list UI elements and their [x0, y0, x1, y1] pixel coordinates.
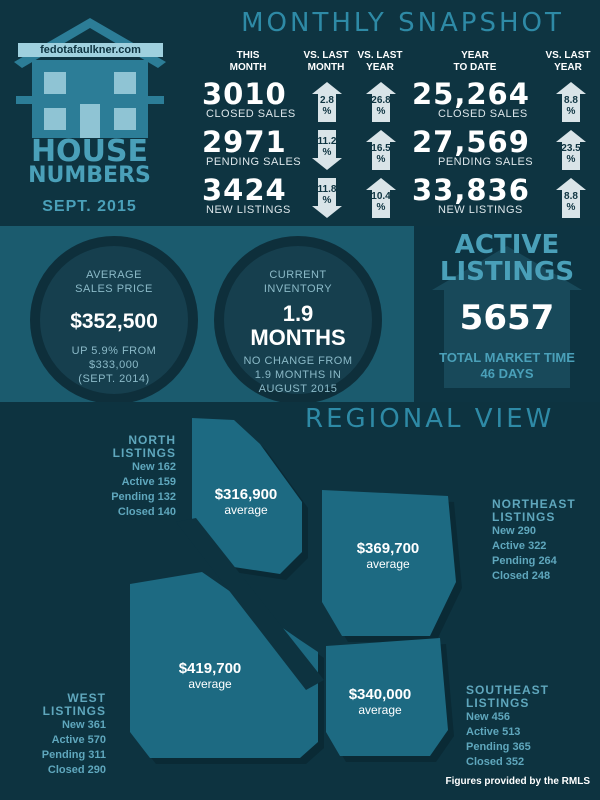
month-value: 2971	[202, 125, 287, 159]
percent-change: 2.8 %	[320, 95, 334, 117]
avg-price-note2: $333,000	[89, 359, 139, 371]
month-label: NEW LISTINGS	[206, 204, 291, 216]
vs-last-month-change: 11.2 %	[312, 130, 342, 170]
northeast-region	[322, 490, 456, 636]
website-label: fedotafaulkner.com	[18, 43, 163, 57]
avg-price-note1: UP 5.9% FROM	[71, 345, 157, 357]
col-vs-last-year: VS. LAST YEAR	[357, 50, 403, 73]
numbers-title: NUMBERS	[28, 163, 151, 188]
southeast-price: $340,000 average	[348, 686, 412, 717]
inventory-unit: MONTHS	[250, 325, 346, 350]
inventory-note3: AUGUST 2015	[258, 383, 338, 395]
inventory-note2: 1.9 MONTHS IN	[254, 369, 342, 381]
inventory-note1: NO CHANGE FROM	[243, 355, 353, 367]
ytd-label: NEW LISTINGS	[438, 204, 523, 216]
ytd-label: CLOSED SALES	[438, 108, 528, 120]
ytd-vs-last-year-change: 8.8 %	[556, 178, 586, 218]
month-value: 3010	[202, 77, 287, 111]
ytd-value: 25,264	[412, 77, 530, 111]
ytd-value: 33,836	[412, 173, 530, 207]
vs-last-year-change: 10.4 %	[366, 178, 396, 218]
snapshot-title: MONTHLY SNAPSHOT	[241, 8, 564, 38]
active-listings-panel: ACTIVE LISTINGS 5657 TOTAL MARKET TIME 4…	[414, 226, 600, 402]
month-label: PENDING SALES	[206, 156, 302, 168]
house-title: HOUSE	[30, 134, 149, 169]
arrow-up-icon	[556, 130, 586, 170]
ytd-vs-last-year-change: 8.8 %	[556, 82, 586, 122]
market-time-value: 46 DAYS	[480, 366, 534, 381]
source-footnote: Figures provided by the RMLS	[445, 776, 590, 787]
avg-price-label1: AVERAGE	[86, 269, 142, 281]
region-map	[130, 418, 462, 764]
vs-last-year-change: 16.5 %	[366, 130, 396, 170]
avg-price-circle: AVERAGE SALES PRICE $352,500 UP 5.9% FRO…	[30, 236, 198, 404]
percent-change: 8.8 %	[564, 95, 578, 117]
report-date: SEPT. 2015	[42, 198, 137, 215]
west-price: $419,700 average	[178, 660, 242, 691]
col-ytd: YEAR TO DATE	[453, 50, 497, 73]
northeast-listings: NORTHEAST LISTINGS New 290 Active 322 Pe…	[492, 497, 576, 583]
arrow-up-icon	[556, 178, 586, 218]
col-this-month: THIS MONTH	[229, 50, 267, 73]
house-icon	[14, 18, 166, 138]
inventory-circle: CURRENT INVENTORY 1.9 MONTHS NO CHANGE F…	[214, 236, 382, 404]
col-ytd-vs-last-year: VS. LAST YEAR	[545, 50, 591, 73]
active-title2: LISTINGS	[439, 257, 575, 287]
percent-change: 10.4 %	[371, 191, 391, 213]
ytd-value: 27,569	[412, 125, 530, 159]
north-listings: NORTH LISTINGS New 162 Active 159 Pendin…	[111, 433, 176, 519]
percent-change: 8.8 %	[564, 191, 578, 213]
percent-change: 26.8 %	[371, 95, 391, 117]
market-time-label: TOTAL MARKET TIME	[439, 350, 575, 365]
west-listings: WEST LISTINGS New 361 Active 570 Pending…	[41, 691, 106, 777]
north-region	[192, 418, 302, 574]
southeast-region	[326, 638, 448, 756]
active-title1: ACTIVE	[454, 230, 560, 260]
percent-change: 11.2 %	[317, 136, 337, 158]
col-vs-last-month: VS. LAST MONTH	[303, 50, 349, 73]
inventory-value: 1.9	[282, 301, 314, 326]
arrow-down-icon	[312, 130, 342, 170]
regional-title: REGIONAL VIEW	[305, 404, 555, 434]
northeast-price: $369,700 average	[356, 540, 420, 571]
avg-price-label2: SALES PRICE	[75, 283, 153, 295]
percent-change: 11.8 %	[317, 184, 337, 206]
vs-last-month-change: 11.8 %	[312, 178, 342, 218]
arrow-up-icon	[366, 130, 396, 170]
arrow-up-icon	[556, 82, 586, 122]
vs-last-year-change: 26.8 %	[366, 82, 396, 122]
arrow-up-icon	[312, 82, 342, 122]
percent-change: 16.5 %	[371, 143, 391, 165]
percent-change: 23.5 %	[561, 143, 581, 165]
arrow-up-icon	[366, 178, 396, 218]
inventory-label1: CURRENT	[269, 269, 327, 281]
avg-price-value: $352,500	[70, 310, 158, 333]
month-label: CLOSED SALES	[206, 108, 296, 120]
arrow-down-icon	[312, 178, 342, 218]
month-value: 3424	[202, 173, 287, 207]
inventory-label2: INVENTORY	[263, 283, 333, 295]
west-region	[130, 572, 318, 758]
ytd-vs-last-year-change: 23.5 %	[556, 130, 586, 170]
vs-last-month-change: 2.8 %	[312, 82, 342, 122]
avg-price-note3: (SEPT. 2014)	[78, 373, 150, 385]
building-icon	[432, 246, 582, 388]
arrow-up-icon	[366, 82, 396, 122]
southeast-listings: SOUTHEAST LISTINGS New 456 Active 513 Pe…	[466, 683, 550, 769]
north-price: $316,900 average	[214, 486, 278, 517]
ytd-label: PENDING SALES	[438, 156, 534, 168]
active-count: 5657	[459, 298, 555, 338]
